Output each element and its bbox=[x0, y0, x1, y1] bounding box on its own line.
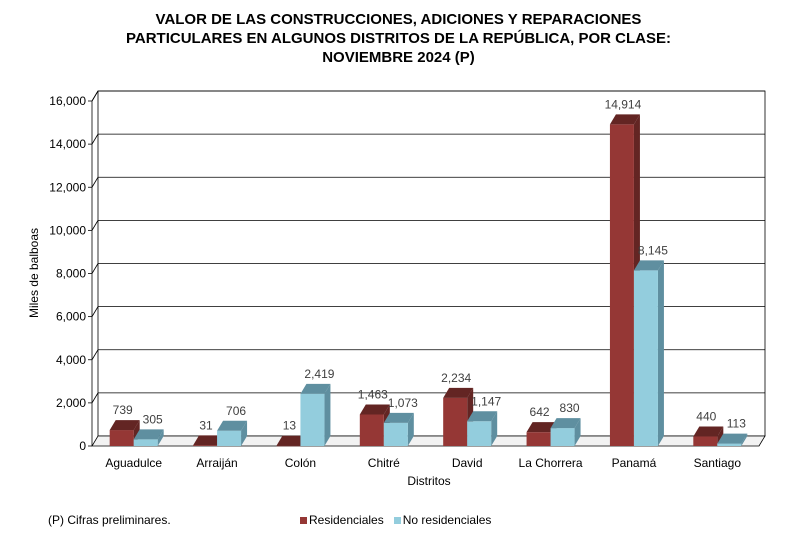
bar-top-residenciales-chitre bbox=[359, 404, 390, 415]
bar-top-no-residenciales-arraijan bbox=[217, 420, 248, 431]
bar-residenciales-chitre bbox=[359, 414, 384, 446]
y-tick-label: 16,000 bbox=[49, 94, 86, 108]
x-tick-label-la-chorrera: La Chorrera bbox=[519, 456, 583, 470]
bar-residenciales-arraijan bbox=[193, 445, 218, 446]
gridline-side bbox=[91, 306, 99, 317]
floor bbox=[91, 435, 766, 447]
bar-side-no-residenciales-chitre bbox=[407, 412, 414, 446]
x-tick-label-david: David bbox=[452, 456, 483, 470]
bar-no-residenciales-la-chorrera bbox=[550, 428, 575, 446]
legend-swatch-no-residenciales bbox=[393, 516, 401, 524]
bar-residenciales-aguadulce bbox=[109, 430, 134, 446]
legend: Residenciales No residenciales bbox=[300, 513, 491, 527]
bar-no-residenciales-arraijan bbox=[217, 430, 242, 446]
data-label-no-residenciales-chitre: 1,073 bbox=[388, 396, 418, 410]
data-label-no-residenciales-aguadulce: 305 bbox=[143, 412, 163, 426]
gridline-side bbox=[91, 220, 99, 231]
bar-no-residenciales-aguadulce bbox=[133, 439, 158, 446]
bar-top-residenciales-david bbox=[443, 387, 474, 398]
data-label-residenciales-chitre: 1,463 bbox=[358, 387, 388, 401]
bar-no-residenciales-santiago bbox=[717, 443, 742, 446]
data-label-residenciales-la-chorrera: 642 bbox=[530, 405, 550, 419]
bar-top-no-residenciales-aguadulce bbox=[133, 429, 164, 440]
bar-top-no-residenciales-david bbox=[467, 411, 498, 422]
x-tick-label-colon: Colón bbox=[285, 456, 316, 470]
gridline-side bbox=[91, 263, 99, 274]
bar-residenciales-colon bbox=[276, 445, 301, 447]
bar-no-residenciales-colon bbox=[300, 393, 325, 446]
chart-title: VALOR DE LAS CONSTRUCCIONES, ADICIONES Y… bbox=[0, 10, 797, 67]
legend-swatch-residenciales bbox=[300, 516, 307, 524]
x-tick-label-panama: Panamá bbox=[612, 456, 657, 470]
bar-top-no-residenciales-la-chorrera bbox=[550, 418, 581, 429]
bar-side-no-residenciales-david bbox=[491, 411, 498, 446]
data-label-residenciales-david: 2,234 bbox=[441, 371, 471, 385]
data-label-residenciales-santiago: 440 bbox=[696, 410, 716, 424]
y-tick-label: 2,000 bbox=[56, 396, 86, 410]
data-label-residenciales-arraijan: 31 bbox=[199, 418, 213, 432]
bar-no-residenciales-chitre bbox=[383, 422, 408, 446]
bar-side-no-residenciales-aguadulce bbox=[157, 429, 164, 446]
x-tick-label-chitre: Chitré bbox=[368, 456, 400, 470]
bar-top-residenciales-colon bbox=[276, 435, 307, 446]
y-axis-title: Miles de balboas bbox=[27, 228, 41, 318]
legend-item-no-residenciales: No residenciales bbox=[393, 513, 492, 527]
y-tick-label: 0 bbox=[79, 439, 86, 453]
data-label-no-residenciales-panama: 8,145 bbox=[638, 243, 668, 257]
bar-residenciales-santiago bbox=[693, 436, 718, 446]
bar-side-no-residenciales-panama bbox=[657, 260, 664, 446]
bar-top-residenciales-aguadulce bbox=[109, 420, 140, 431]
gridline-side bbox=[91, 133, 99, 145]
bar-top-residenciales-la-chorrera bbox=[526, 422, 557, 433]
x-axis-title: Distritos bbox=[407, 474, 450, 488]
data-label-no-residenciales-santiago: 113 bbox=[727, 417, 746, 431]
gridline-side bbox=[91, 349, 99, 360]
y-tick-label: 4,000 bbox=[56, 353, 86, 367]
bar-residenciales-panama bbox=[609, 124, 634, 447]
x-tick-label-aguadulce: Aguadulce bbox=[105, 456, 162, 470]
data-label-no-residenciales-arraijan: 706 bbox=[226, 404, 246, 418]
bar-top-residenciales-arraijan bbox=[193, 435, 224, 446]
bar-side-no-residenciales-santiago bbox=[741, 433, 748, 446]
footnote: (P) Cifras preliminares. bbox=[48, 513, 171, 527]
bar-no-residenciales-david bbox=[467, 421, 492, 446]
bar-no-residenciales-panama bbox=[633, 270, 658, 446]
y-tick-label: 12,000 bbox=[49, 180, 86, 194]
y-tick-label: 6,000 bbox=[56, 310, 86, 324]
gridline-side bbox=[91, 90, 99, 102]
legend-item-residenciales: Residenciales bbox=[300, 513, 384, 527]
bar-top-no-residenciales-colon bbox=[300, 383, 331, 394]
bar-top-no-residenciales-chitre bbox=[383, 412, 414, 423]
bar-top-residenciales-panama bbox=[609, 114, 640, 125]
bar-residenciales-david bbox=[443, 397, 468, 446]
legend-label-residenciales: Residenciales bbox=[309, 513, 384, 527]
x-tick-label-santiago: Santiago bbox=[694, 456, 742, 470]
bar-side-no-residenciales-la-chorrera bbox=[574, 418, 581, 446]
gridline-side bbox=[91, 392, 99, 404]
chart-title-line-1: VALOR DE LAS CONSTRUCCIONES, ADICIONES Y… bbox=[155, 11, 642, 28]
bar-top-residenciales-santiago bbox=[693, 426, 724, 437]
chart-title-line-3: NOVIEMBRE 2024 (P) bbox=[322, 49, 475, 66]
bar-side-no-residenciales-arraijan bbox=[241, 420, 248, 446]
legend-label-no-residenciales: No residenciales bbox=[402, 513, 492, 527]
data-label-no-residenciales-la-chorrera: 830 bbox=[560, 401, 580, 415]
x-tick-label-arraijan: Arraiján bbox=[196, 456, 237, 470]
y-tick-label: 14,000 bbox=[49, 137, 86, 151]
bar-top-no-residenciales-panama bbox=[633, 260, 664, 271]
y-tick-label: 8,000 bbox=[56, 267, 86, 281]
gridline-side bbox=[91, 177, 99, 188]
bar-residenciales-la-chorrera bbox=[526, 432, 551, 446]
chart-title-line-2: PARTICULARES EN ALGUNOS DISTRITOS DE LA … bbox=[125, 30, 672, 47]
data-label-residenciales-aguadulce: 739 bbox=[113, 403, 133, 417]
bar-side-no-residenciales-colon bbox=[324, 383, 331, 446]
data-label-residenciales-panama: 14,914 bbox=[605, 97, 642, 111]
y-tick-label: 10,000 bbox=[49, 223, 86, 237]
bar-top-no-residenciales-santiago bbox=[717, 433, 748, 444]
data-label-residenciales-colon: 13 bbox=[283, 419, 297, 433]
data-label-no-residenciales-david: 1,147 bbox=[471, 394, 501, 408]
data-label-no-residenciales-colon: 2,419 bbox=[304, 367, 334, 381]
